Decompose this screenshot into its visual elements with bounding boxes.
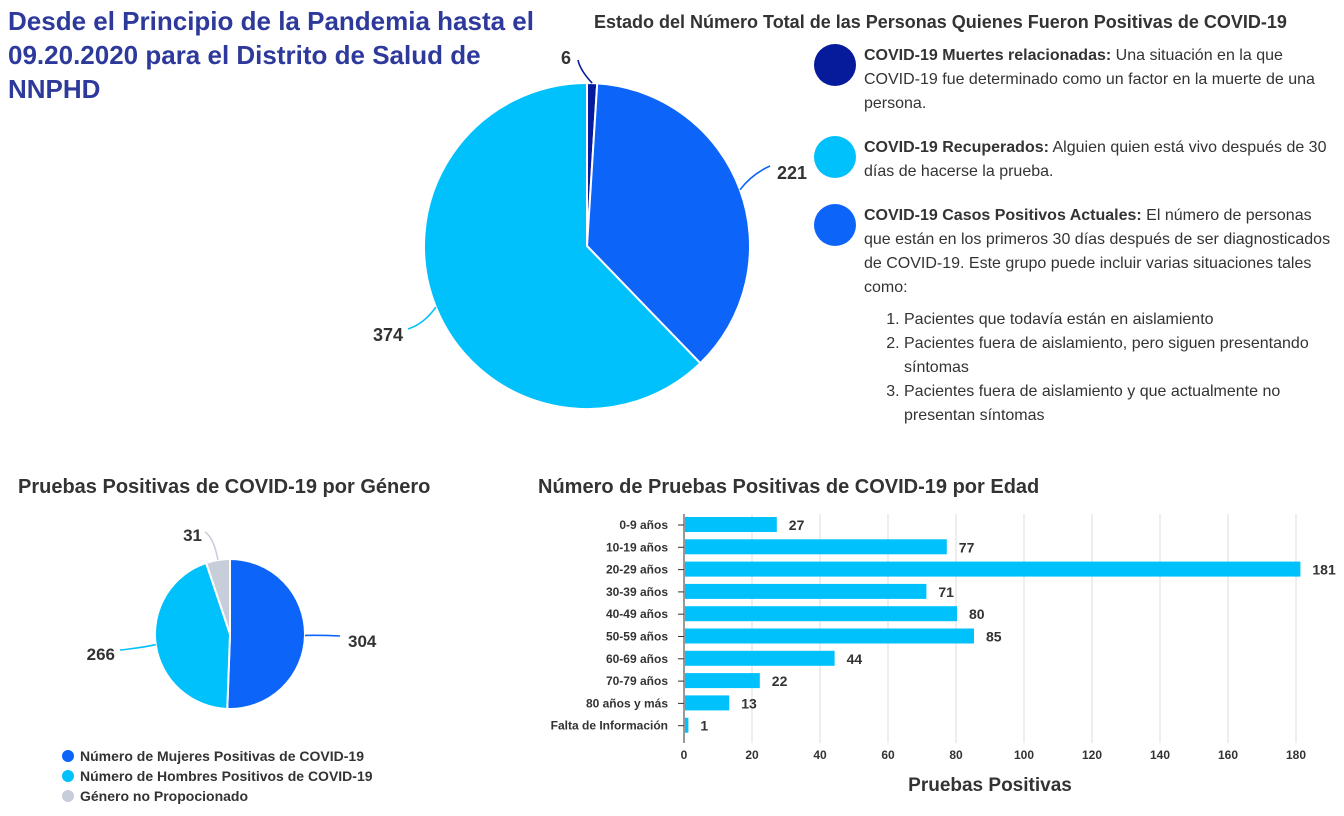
- legend-recovered-dot: [814, 136, 856, 178]
- gender-legend-men-label: Número de Hombres Positivos de COVID-19: [80, 768, 373, 784]
- legend-deaths-dot: [814, 44, 856, 86]
- x-tick-label: 40: [813, 748, 827, 762]
- age-bar: [685, 628, 974, 644]
- pie-data-label: 6: [561, 48, 571, 68]
- pie-data-label: 266: [87, 645, 115, 664]
- gender-legend-men-dot: [62, 770, 74, 782]
- gender-legend-women-label: Número de Mujeres Positivas de COVID-19: [80, 748, 364, 764]
- gender-legend-women-dot: [62, 750, 74, 762]
- pie-data-label: 304: [348, 632, 377, 651]
- age-chart-title: Número de Pruebas Positivas de COVID-19 …: [538, 476, 1040, 498]
- pie-data-label: 31: [183, 526, 202, 545]
- x-tick-label: 160: [1218, 748, 1238, 762]
- legend-recovered-text: Alguien quien está vivo después de 30 dí…: [864, 139, 1327, 180]
- bar-data-label: 27: [789, 517, 805, 533]
- age-bar: [685, 539, 947, 555]
- pie-leader-line: [204, 531, 219, 561]
- x-tick-label: 80: [949, 748, 963, 762]
- category-label: 70-79 años: [606, 674, 668, 688]
- pie-leader-line: [739, 165, 771, 191]
- category-label: 10-19 años: [606, 540, 668, 554]
- gender-legend-unknown: Género no Propocionado: [62, 786, 373, 806]
- category-label: 20-29 años: [606, 563, 668, 577]
- x-tick-label: 180: [1286, 748, 1306, 762]
- pie-leader-line: [407, 306, 437, 330]
- age-bar: [685, 583, 927, 599]
- situation-item: Pacientes que todavía están en aislamien…: [904, 308, 1342, 332]
- category-label: 50-59 años: [606, 630, 668, 644]
- legend-recovered: COVID-19 Recuperados: Alguien quien está…: [814, 136, 1342, 184]
- age-bar: [685, 650, 835, 666]
- legend-deaths-text: Una situación en la que COVID-19 fue det…: [864, 47, 1315, 112]
- x-tick-label: 0: [681, 748, 688, 762]
- x-tick-label: 140: [1150, 748, 1170, 762]
- age-bar: [685, 695, 730, 711]
- gender-legend-men: Número de Hombres Positivos de COVID-19: [62, 766, 373, 786]
- pie-leader-line: [577, 59, 593, 84]
- age-bar: [685, 673, 760, 689]
- age-bar: [685, 517, 777, 532]
- x-axis-title: Pruebas Positivas: [908, 775, 1072, 796]
- gender-pie-chart: 304 266 31: [87, 526, 377, 710]
- age-bar: [685, 606, 957, 622]
- pie-slice: [585, 82, 751, 365]
- bar-data-label: 22: [772, 673, 788, 689]
- x-tick-label: 60: [881, 748, 895, 762]
- category-label: 60-69 años: [606, 652, 668, 666]
- status-chart-title: Estado del Número Total de las Personas …: [594, 12, 1287, 32]
- pie-slice: [153, 561, 232, 710]
- bar-data-label: 80: [969, 606, 985, 622]
- pie-leader-line: [119, 643, 156, 651]
- situation-item: Pacientes fuera de aislamiento y que act…: [904, 380, 1342, 428]
- pie-leader-line: [304, 634, 341, 637]
- legend-deaths-label: COVID-19 Muertes relacionadas:: [864, 47, 1112, 64]
- gender-legend-unknown-label: Género no Propocionado: [80, 788, 249, 804]
- category-label: Falta de Información: [551, 719, 668, 733]
- bar-data-label: 71: [938, 584, 954, 600]
- legend-active: COVID-19 Casos Positivos Actuales: El nú…: [814, 204, 1342, 300]
- situation-item: Pacientes fuera de aislamiento, pero sig…: [904, 332, 1342, 380]
- bar-data-label: 13: [741, 695, 757, 711]
- legend-active-label: COVID-19 Casos Positivos Actuales:: [864, 207, 1142, 224]
- legend-recovered-label: COVID-19 Recuperados:: [864, 139, 1049, 156]
- gender-chart-title: Pruebas Positivas de COVID-19 por Género: [18, 476, 431, 498]
- gender-legend: Número de Mujeres Positivas de COVID-19 …: [62, 746, 373, 806]
- legend-active-text: El número de personas que están en los p…: [864, 207, 1331, 296]
- gender-legend-unknown-dot: [62, 790, 74, 802]
- pie-data-label: 221: [777, 163, 807, 183]
- legend-active-dot: [814, 204, 856, 246]
- age-bar: [685, 561, 1301, 577]
- situations-list: Pacientes que todavía están en aislamien…: [814, 308, 1342, 428]
- x-tick-label: 100: [1014, 748, 1034, 762]
- bar-data-label: 1: [700, 718, 708, 734]
- category-label: 0-9 años: [619, 518, 668, 532]
- legend-deaths: COVID-19 Muertes relacionadas: Una situa…: [814, 44, 1342, 116]
- status-legend: COVID-19 Muertes relacionadas: Una situa…: [814, 44, 1342, 428]
- x-tick-label: 20: [745, 748, 759, 762]
- x-tick-label: 120: [1082, 748, 1102, 762]
- bar-data-label: 181: [1312, 562, 1336, 578]
- category-label: 80 años y más: [586, 696, 668, 710]
- gender-legend-women: Número de Mujeres Positivas de COVID-19: [62, 746, 373, 766]
- bar-data-label: 44: [847, 651, 863, 667]
- page-title: Desde el Principio de la Pandemia hasta …: [8, 6, 534, 104]
- bar-data-label: 85: [986, 629, 1002, 645]
- age-bar: [685, 717, 689, 733]
- pie-slice: [226, 557, 306, 710]
- bar-data-label: 77: [959, 539, 975, 555]
- pie-data-label: 374: [373, 325, 403, 345]
- category-label: 40-49 años: [606, 607, 668, 621]
- category-label: 30-39 años: [606, 585, 668, 599]
